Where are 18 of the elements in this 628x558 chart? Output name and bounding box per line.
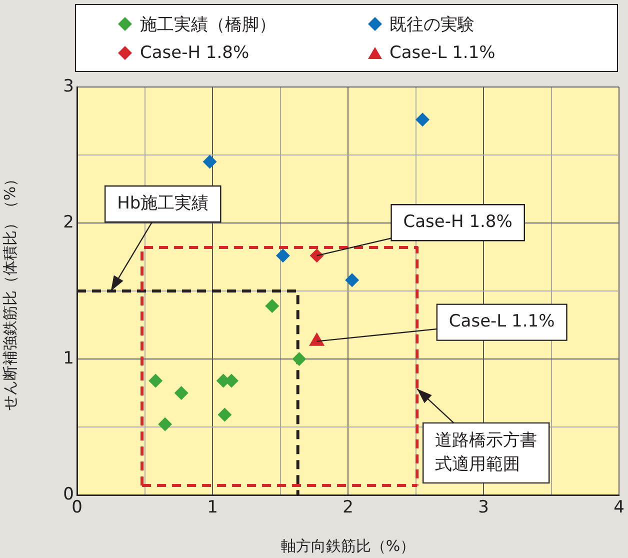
y-tick-label: 0 (63, 484, 74, 504)
x-tick-label: 4 (614, 498, 624, 518)
y-tick-label: 2 (63, 212, 74, 232)
x-tick-label: 3 (478, 498, 489, 518)
annotation: Hb施工実績 (117, 193, 209, 214)
x-tick-label: 1 (207, 498, 218, 518)
y-tick-label: 3 (63, 76, 74, 96)
x-axis-title: 軸方向鉄筋比（%） (280, 536, 416, 555)
y-axis-title: せん断補強鉄筋比（体積比）（%） (0, 171, 19, 411)
x-tick-label: 2 (342, 498, 354, 518)
legend-label: 施工実績（橋脚） (140, 14, 276, 36)
legend-label: 既往の実験 (390, 14, 474, 36)
annotation: 道路橋示方書式適用範囲 (435, 430, 538, 474)
annotation: Case-H 1.8% (403, 212, 512, 232)
y-tick-label: 1 (63, 348, 74, 368)
legend-label: Case-H 1.8% (140, 43, 250, 64)
annotation: Case-L 1.1% (448, 312, 555, 332)
legend-label: Case-L 1.1% (390, 43, 496, 64)
